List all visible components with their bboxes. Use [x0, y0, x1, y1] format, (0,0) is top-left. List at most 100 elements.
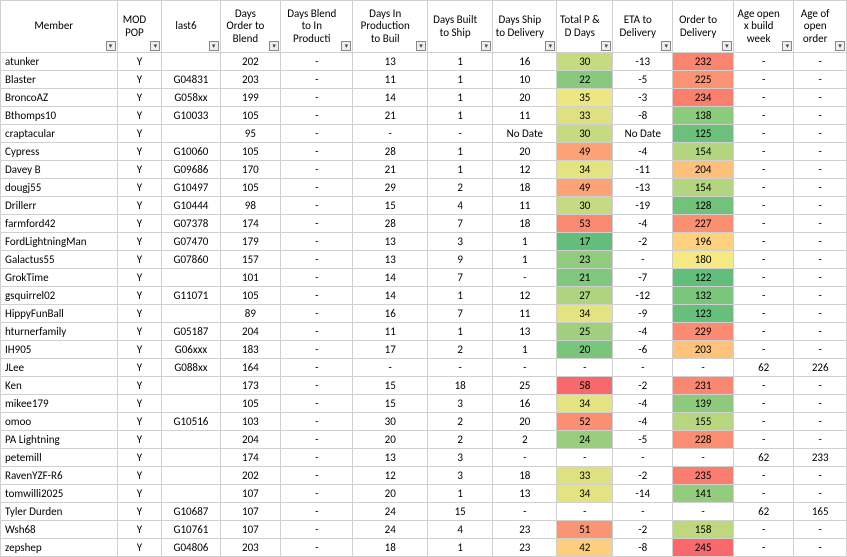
cell-daysInProdBuilt: 21 [353, 107, 428, 125]
column-label: Days Order to Blend [226, 7, 264, 45]
column-label: Days In Production to Buil [361, 7, 410, 45]
cell-daysBlendInProd: - [281, 251, 353, 269]
cell-daysOrderBlend: 107 [220, 485, 281, 503]
filter-button[interactable] [341, 41, 351, 51]
cell-modpop: Y [117, 269, 162, 287]
cell-daysBlendInProd: - [281, 431, 353, 449]
cell-daysShipDelivery: 20 [493, 413, 557, 431]
cell-modpop: Y [117, 53, 162, 71]
cell-daysShipDelivery: 18 [493, 179, 557, 197]
cell-daysBuiltShip: 1 [428, 323, 493, 341]
cell-member: Bthomps10 [1, 107, 118, 125]
filter-button[interactable] [150, 41, 160, 51]
cell-daysShipDelivery: 11 [493, 305, 557, 323]
cell-ageOpenBuildWeek: 62 [733, 359, 794, 377]
column-label: Order to Delivery [679, 13, 717, 39]
cell-daysInProdBuilt: 14 [353, 269, 428, 287]
filter-button[interactable] [481, 41, 491, 51]
cell-daysBuiltShip: 1 [428, 161, 493, 179]
filter-button[interactable] [835, 41, 845, 51]
cell-last6: G09686 [162, 161, 220, 179]
cell-daysBlendInProd: - [281, 449, 353, 467]
cell-daysOrderBlend: 157 [220, 251, 281, 269]
filter-button[interactable] [209, 41, 219, 51]
table-row: Tyler DurdenYG10687107-2415----62165 [1, 503, 847, 521]
cell-last6: G04806 [162, 539, 220, 557]
cell-daysOrderBlend: 105 [220, 395, 281, 413]
cell-orderDelivery: 154 [673, 179, 734, 197]
cell-etaDelivery: -5 [613, 431, 673, 449]
cell-daysOrderBlend: 164 [220, 359, 281, 377]
cell-totalPD: 27 [557, 287, 613, 305]
cell-modpop: Y [117, 251, 162, 269]
filter-button[interactable] [722, 41, 732, 51]
cell-modpop: Y [117, 431, 162, 449]
cell-ageOpenOrder: - [794, 179, 847, 197]
cell-ageOpenOrder: - [794, 107, 847, 125]
table-row: craptacularY95---No Date30No Date125-- [1, 125, 847, 143]
table-row: Bthomps10YG10033105-2111133-8138-- [1, 107, 847, 125]
table-row: PA LightningY204-202224-5228-- [1, 431, 847, 449]
cell-daysOrderBlend: 203 [220, 71, 281, 89]
cell-ageOpenOrder: - [794, 269, 847, 287]
cell-daysInProdBuilt: 21 [353, 161, 428, 179]
cell-member: zepshep [1, 539, 118, 557]
cell-daysBlendInProd: - [281, 341, 353, 359]
filter-button[interactable] [661, 41, 671, 51]
cell-daysShipDelivery: 1 [493, 233, 557, 251]
cell-last6: G04831 [162, 71, 220, 89]
cell-daysBlendInProd: - [281, 107, 353, 125]
filter-button[interactable] [106, 41, 116, 51]
cell-last6 [162, 467, 220, 485]
cell-daysInProdBuilt: 28 [353, 143, 428, 161]
cell-ageOpenOrder: - [794, 431, 847, 449]
table-row: DrillerrYG1044498-1541130-19128-- [1, 197, 847, 215]
cell-daysInProdBuilt: 17 [353, 341, 428, 359]
table-row: Galactus55YG07860157-139123-180-- [1, 251, 847, 269]
cell-modpop: Y [117, 395, 162, 413]
cell-ageOpenBuildWeek: - [733, 197, 794, 215]
cell-orderDelivery: 180 [673, 251, 734, 269]
cell-daysInProdBuilt: 11 [353, 323, 428, 341]
cell-etaDelivery: -2 [613, 521, 673, 539]
cell-ageOpenOrder: - [794, 341, 847, 359]
cell-daysBuiltShip: 1 [428, 107, 493, 125]
cell-totalPD: 30 [557, 125, 613, 143]
column-header-member: Member [1, 1, 118, 53]
cell-orderDelivery: 122 [673, 269, 734, 287]
cell-member: craptacular [1, 125, 118, 143]
cell-totalPD: - [557, 503, 613, 521]
cell-daysInProdBuilt: 24 [353, 521, 428, 539]
cell-daysInProdBuilt: 20 [353, 431, 428, 449]
cell-daysBlendInProd: - [281, 485, 353, 503]
cell-daysOrderBlend: 101 [220, 269, 281, 287]
table-row: BlasterYG04831203-1111022-5225-- [1, 71, 847, 89]
cell-daysBlendInProd: - [281, 467, 353, 485]
cell-last6: G07470 [162, 233, 220, 251]
cell-member: PA Lightning [1, 431, 118, 449]
cell-modpop: Y [117, 413, 162, 431]
filter-button[interactable] [545, 41, 555, 51]
cell-etaDelivery: -13 [613, 179, 673, 197]
cell-daysInProdBuilt: 15 [353, 197, 428, 215]
cell-modpop: Y [117, 503, 162, 521]
cell-daysBlendInProd: - [281, 125, 353, 143]
cell-daysInProdBuilt: 20 [353, 485, 428, 503]
filter-button[interactable] [269, 41, 279, 51]
cell-daysBlendInProd: - [281, 143, 353, 161]
filter-button[interactable] [416, 41, 426, 51]
cell-orderDelivery: 158 [673, 521, 734, 539]
cell-totalPD: 51 [557, 521, 613, 539]
cell-ageOpenOrder: - [794, 377, 847, 395]
cell-daysBuiltShip: 1 [428, 485, 493, 503]
table-row: IH905YG06xxx183-172120-6203-- [1, 341, 847, 359]
cell-daysInProdBuilt: 24 [353, 503, 428, 521]
cell-etaDelivery: -3 [613, 89, 673, 107]
filter-button[interactable] [782, 41, 792, 51]
cell-etaDelivery: No Date [613, 125, 673, 143]
table-header: MemberMOD POPlast6Days Order to BlendDay… [1, 1, 847, 53]
filter-button[interactable] [601, 41, 611, 51]
cell-etaDelivery: -8 [613, 107, 673, 125]
cell-daysShipDelivery: 12 [493, 161, 557, 179]
cell-modpop: Y [117, 305, 162, 323]
